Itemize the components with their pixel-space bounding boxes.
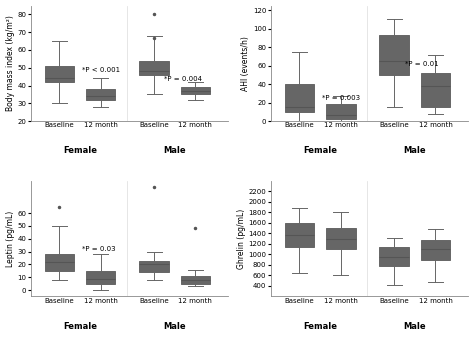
Y-axis label: Body mass index (kg/m²): Body mass index (kg/m²) xyxy=(6,16,15,111)
PathPatch shape xyxy=(86,271,115,284)
Text: *P < 0.001: *P < 0.001 xyxy=(82,67,120,73)
Text: Male: Male xyxy=(403,322,426,331)
PathPatch shape xyxy=(326,104,356,119)
Text: *P = 0.003: *P = 0.003 xyxy=(322,95,360,101)
Y-axis label: Leptin (pg/mL): Leptin (pg/mL) xyxy=(6,211,15,267)
PathPatch shape xyxy=(45,254,74,271)
PathPatch shape xyxy=(379,35,409,75)
Text: Male: Male xyxy=(403,147,426,155)
Y-axis label: Ghrelin (pg/mL): Ghrelin (pg/mL) xyxy=(237,209,246,269)
PathPatch shape xyxy=(139,61,169,75)
PathPatch shape xyxy=(326,228,356,249)
Text: Male: Male xyxy=(164,147,186,155)
Text: *P = 0.004: *P = 0.004 xyxy=(164,76,202,82)
PathPatch shape xyxy=(181,87,210,94)
Text: Female: Female xyxy=(303,147,337,155)
PathPatch shape xyxy=(45,66,74,82)
PathPatch shape xyxy=(284,223,314,247)
Text: Female: Female xyxy=(303,322,337,331)
Text: *P = 0.01: *P = 0.01 xyxy=(405,61,438,67)
Text: Female: Female xyxy=(63,322,97,331)
Text: Female: Female xyxy=(63,147,97,155)
Y-axis label: AHI (events/h): AHI (events/h) xyxy=(241,36,250,91)
PathPatch shape xyxy=(420,240,450,260)
PathPatch shape xyxy=(139,261,169,272)
PathPatch shape xyxy=(379,247,409,266)
PathPatch shape xyxy=(181,276,210,284)
Text: Male: Male xyxy=(164,322,186,331)
PathPatch shape xyxy=(284,84,314,112)
Text: *P = 0.03: *P = 0.03 xyxy=(82,246,116,252)
PathPatch shape xyxy=(86,89,115,100)
PathPatch shape xyxy=(420,73,450,107)
